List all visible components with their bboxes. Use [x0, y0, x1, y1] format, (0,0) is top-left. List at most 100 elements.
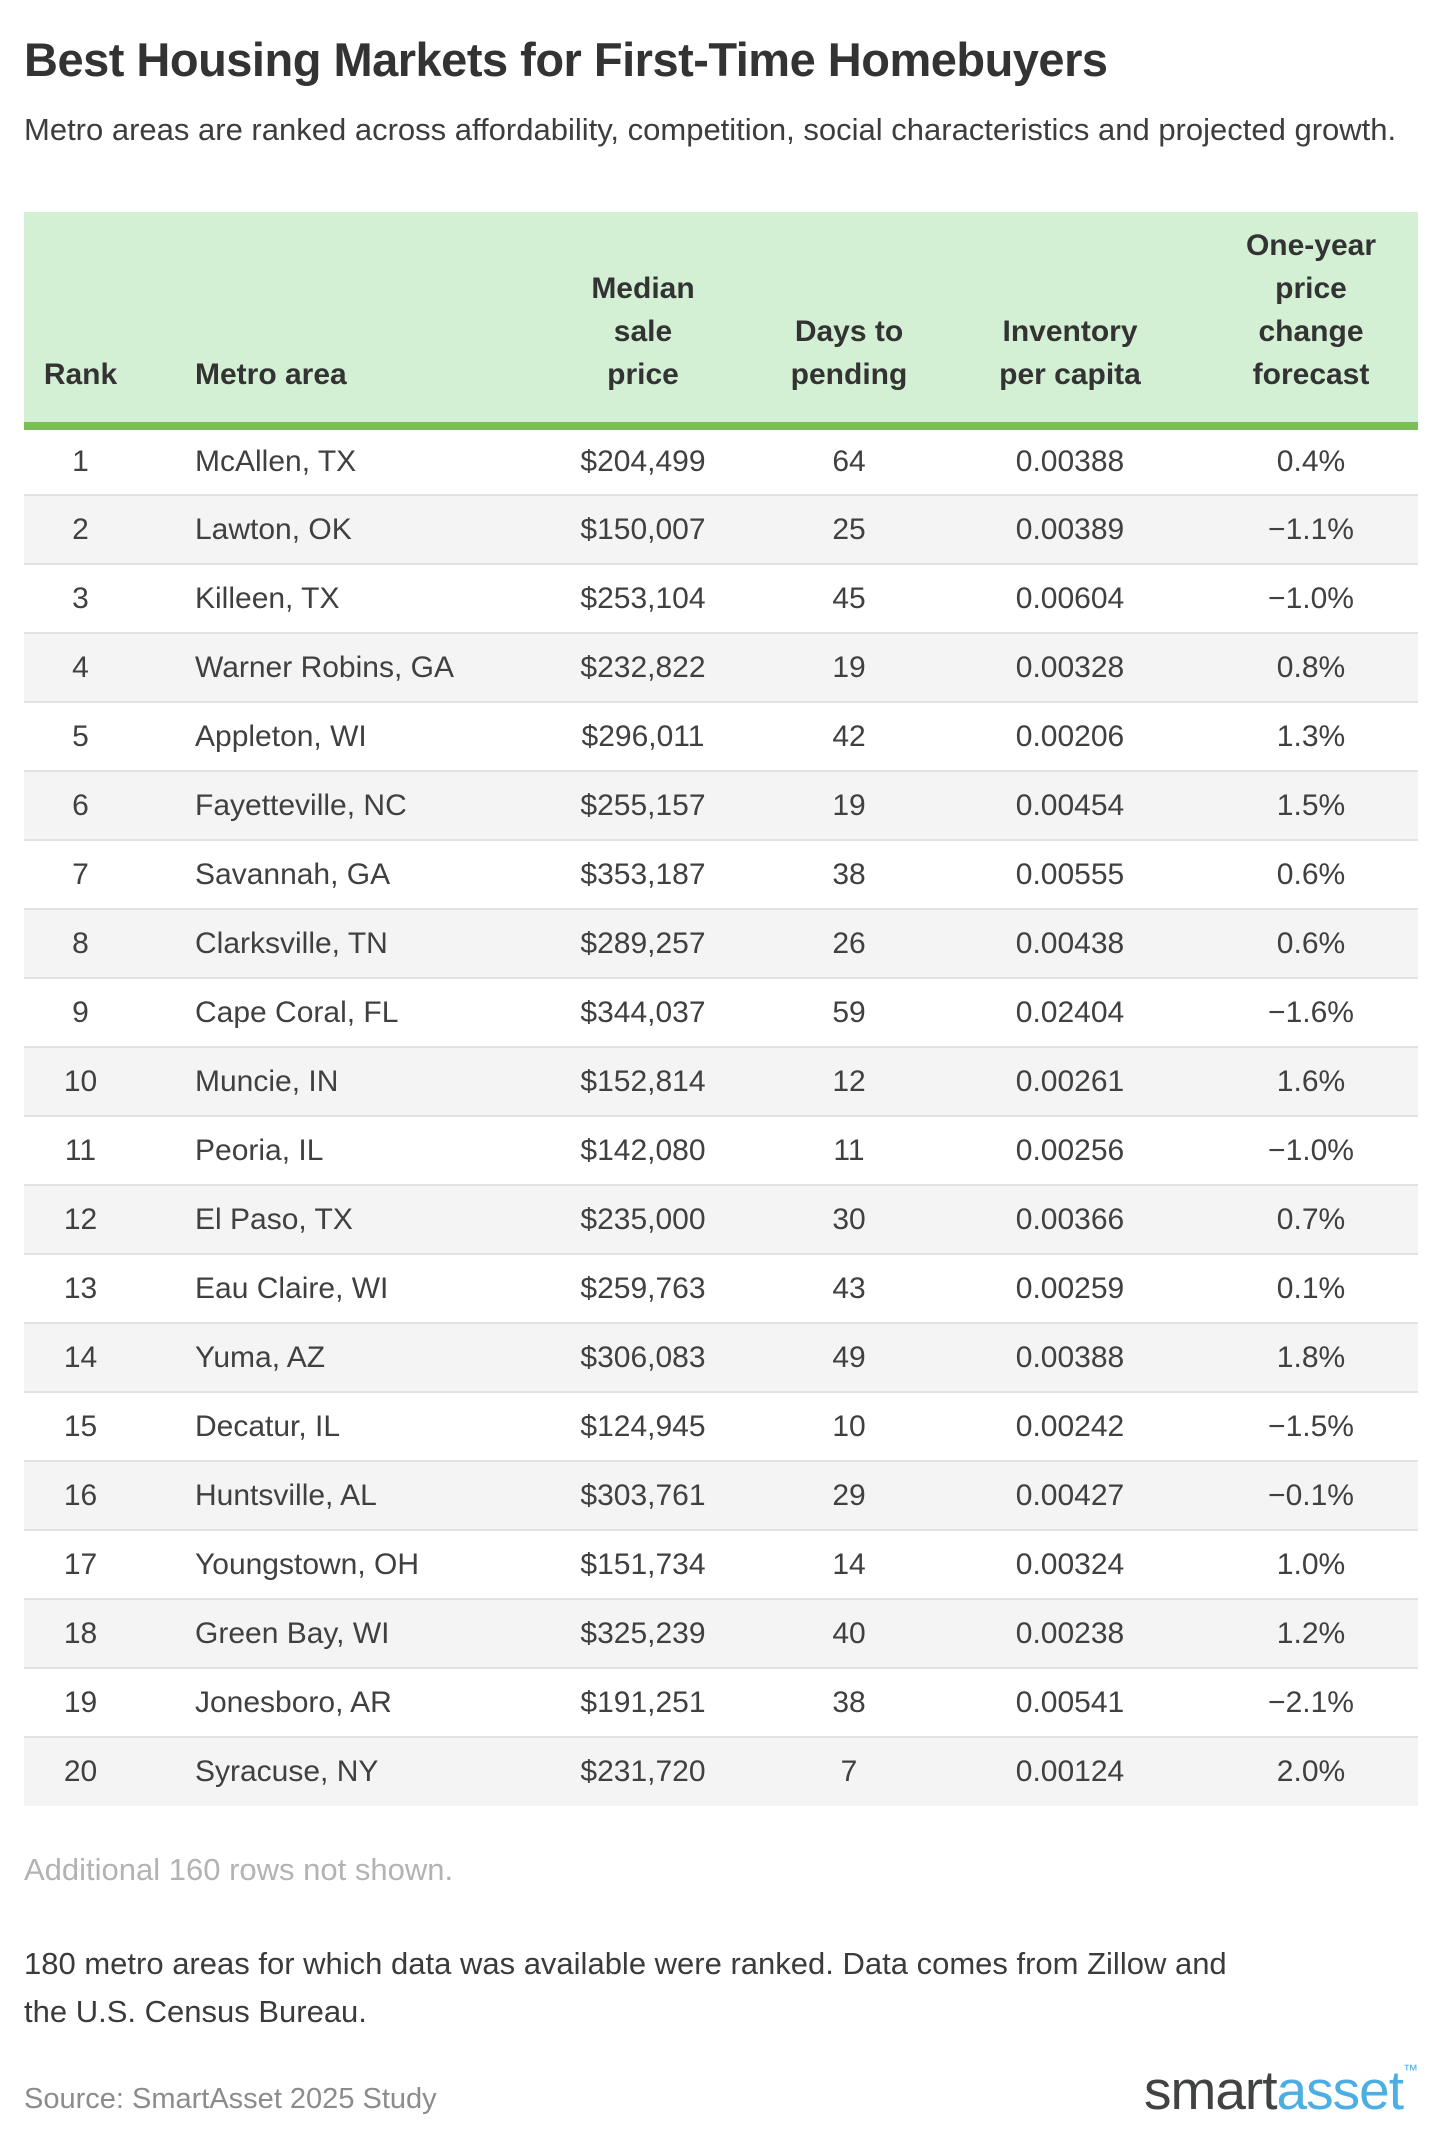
days-to-pending-cell: 19	[762, 770, 936, 840]
inventory-per-capita-cell: 0.00324	[936, 1529, 1204, 1599]
days-to-pending-cell: 26	[762, 908, 936, 978]
table-row: 9 Cape Coral, FL $344,037 59 0.02404 −1.6%	[24, 977, 1418, 1047]
source-credit: Source: SmartAsset 2025 Study	[24, 2083, 437, 2115]
median-sale-price-cell: $151,734	[524, 1529, 762, 1599]
inventory-per-capita-cell: 0.00389	[936, 494, 1204, 564]
inventory-per-capita-cell: 0.00238	[936, 1598, 1204, 1668]
metro-area-cell: Killeen, TX	[137, 563, 524, 633]
rank-cell: 7	[24, 839, 137, 909]
days-to-pending-cell: 25	[762, 494, 936, 564]
inventory-per-capita-cell: 0.00555	[936, 839, 1204, 909]
col-header-metro-area: Metro area	[137, 212, 524, 430]
table-row: 12 El Paso, TX $235,000 30 0.00366 0.7%	[24, 1184, 1418, 1254]
logo-trademark-symbol: ™	[1403, 2062, 1418, 2079]
metro-area-cell: Jonesboro, AR	[137, 1667, 524, 1737]
forecast-cell: 1.0%	[1204, 1529, 1418, 1599]
forecast-cell: 1.5%	[1204, 770, 1418, 840]
median-sale-price-cell: $344,037	[524, 977, 762, 1047]
table-row: 13 Eau Claire, WI $259,763 43 0.00259 0.1%	[24, 1253, 1418, 1323]
days-to-pending-cell: 59	[762, 977, 936, 1047]
median-sale-price-cell: $289,257	[524, 908, 762, 978]
days-to-pending-cell: 30	[762, 1184, 936, 1254]
logo-text-smart: smart	[1144, 2059, 1277, 2121]
forecast-cell: 2.0%	[1204, 1736, 1418, 1806]
additional-rows-note: Additional 160 rows not shown.	[24, 1852, 454, 1887]
table-row: 11 Peoria, IL $142,080 11 0.00256 −1.0%	[24, 1115, 1418, 1185]
inventory-per-capita-cell: 0.00256	[936, 1115, 1204, 1185]
days-to-pending-cell: 14	[762, 1529, 936, 1599]
table-row: 8 Clarksville, TN $289,257 26 0.00438 0.6%	[24, 908, 1418, 978]
inventory-per-capita-cell: 0.00438	[936, 908, 1204, 978]
days-to-pending-cell: 29	[762, 1460, 936, 1530]
median-sale-price-cell: $306,083	[524, 1322, 762, 1392]
forecast-cell: 1.8%	[1204, 1322, 1418, 1392]
median-sale-price-cell: $124,945	[524, 1391, 762, 1461]
col-header-one-year-forecast: One-year price change forecast	[1204, 212, 1418, 430]
table-body: 1 McAllen, TX $204,499 64 0.00388 0.4% 2 Lawton…	[24, 426, 1418, 1806]
table-header: Rank Metro area Median sale price Days t…	[24, 212, 1418, 430]
table-row: 15 Decatur, IL $124,945 10 0.00242 −1.5%	[24, 1391, 1418, 1461]
forecast-cell: −1.0%	[1204, 1115, 1418, 1185]
rank-cell: 3	[24, 563, 137, 633]
metro-area-cell: Appleton, WI	[137, 701, 524, 771]
inventory-per-capita-cell: 0.00388	[1015, 445, 1125, 478]
median-sale-price-cell: $296,011	[524, 701, 762, 771]
rank-cell: 18	[24, 1598, 137, 1668]
median-sale-price-cell: $259,763	[524, 1253, 762, 1323]
rank-cell: 9	[24, 977, 137, 1047]
inventory-per-capita-cell: 0.00604	[936, 563, 1204, 633]
metro-area-cell: Decatur, IL	[137, 1391, 524, 1461]
page-subtitle: Metro areas are ranked across affordabil…	[24, 112, 1397, 147]
median-sale-price-cell: $152,814	[524, 1046, 762, 1116]
housing-markets-table: Rank Metro area Median sale price Days t…	[24, 212, 1418, 1806]
metro-area-cell: Green Bay, WI	[137, 1598, 524, 1668]
forecast-cell: 0.7%	[1204, 1184, 1418, 1254]
days-to-pending-cell: 7	[762, 1736, 936, 1806]
table-row: 17 Youngstown, OH $151,734 14 0.00324 1.0%	[24, 1529, 1418, 1599]
median-sale-price-cell: $325,239	[524, 1598, 762, 1668]
forecast-cell: −1.5%	[1204, 1391, 1418, 1461]
days-to-pending-cell: 19	[762, 632, 936, 702]
median-sale-price-cell: $235,000	[524, 1184, 762, 1254]
metro-area-cell: Savannah, GA	[137, 839, 524, 909]
forecast-cell: 0.1%	[1204, 1253, 1418, 1323]
table-row: 1 McAllen, TX $204,499 64 0.00388 0.4%	[24, 426, 1418, 495]
days-to-pending-cell: 42	[762, 701, 936, 771]
median-sale-price-cell: $232,822	[524, 632, 762, 702]
forecast-cell: −1.0%	[1204, 563, 1418, 633]
metro-area-cell: Syracuse, NY	[137, 1736, 524, 1806]
col-header-days-to-pending: Days to pending	[762, 212, 936, 430]
metro-area-cell: Eau Claire, WI	[137, 1253, 524, 1323]
metro-area-cell: Huntsville, AL	[137, 1460, 524, 1530]
days-to-pending-cell: 10	[762, 1391, 936, 1461]
rank-cell: 2	[24, 494, 137, 564]
metro-area-cell: Warner Robins, GA	[137, 632, 524, 702]
table-row: 2 Lawton, OK $150,007 25 0.00389 −1.1%	[24, 494, 1418, 564]
median-sale-price-cell: $253,104	[524, 563, 762, 633]
days-to-pending-cell: 12	[762, 1046, 936, 1116]
table-row: 19 Jonesboro, AR $191,251 38 0.00541 −2.1%	[24, 1667, 1418, 1737]
inventory-per-capita-cell: 0.00206	[936, 701, 1204, 771]
forecast-cell: 0.6%	[1204, 908, 1418, 978]
table-row: 7 Savannah, GA $353,187 38 0.00555 0.6%	[24, 839, 1418, 909]
inventory-per-capita-cell: 0.00328	[936, 632, 1204, 702]
rank-cell: 17	[24, 1529, 137, 1599]
table-row: 6 Fayetteville, NC $255,157 19 0.00454 1.5%	[24, 770, 1418, 840]
methodology-note: 180 metro areas for which data was avail…	[24, 1946, 1227, 2029]
median-sale-price-cell: $353,187	[524, 839, 762, 909]
col-header-median-sale-price: Median sale price	[524, 212, 762, 430]
inventory-per-capita-cell: 0.00454	[936, 770, 1204, 840]
table-header-row: Rank Metro area Median sale price Days t…	[24, 212, 1418, 430]
table-row: 10 Muncie, IN $152,814 12 0.00261 1.6%	[24, 1046, 1418, 1116]
table-row: 3 Killeen, TX $253,104 45 0.00604 −1.0%	[24, 563, 1418, 633]
inventory-per-capita-cell: 0.00259	[936, 1253, 1204, 1323]
median-sale-price-cell: $231,720	[524, 1736, 762, 1806]
forecast-cell: 0.4%	[1276, 445, 1346, 478]
days-to-pending-cell: 64	[832, 445, 866, 478]
rank-cell: 1	[72, 445, 89, 478]
median-sale-price-cell: $150,007	[524, 494, 762, 564]
metro-area-cell: Fayetteville, NC	[137, 770, 524, 840]
col-header-rank: Rank	[24, 212, 137, 430]
inventory-per-capita-cell: 0.00242	[936, 1391, 1204, 1461]
metro-area-cell: McAllen, TX	[195, 445, 357, 478]
